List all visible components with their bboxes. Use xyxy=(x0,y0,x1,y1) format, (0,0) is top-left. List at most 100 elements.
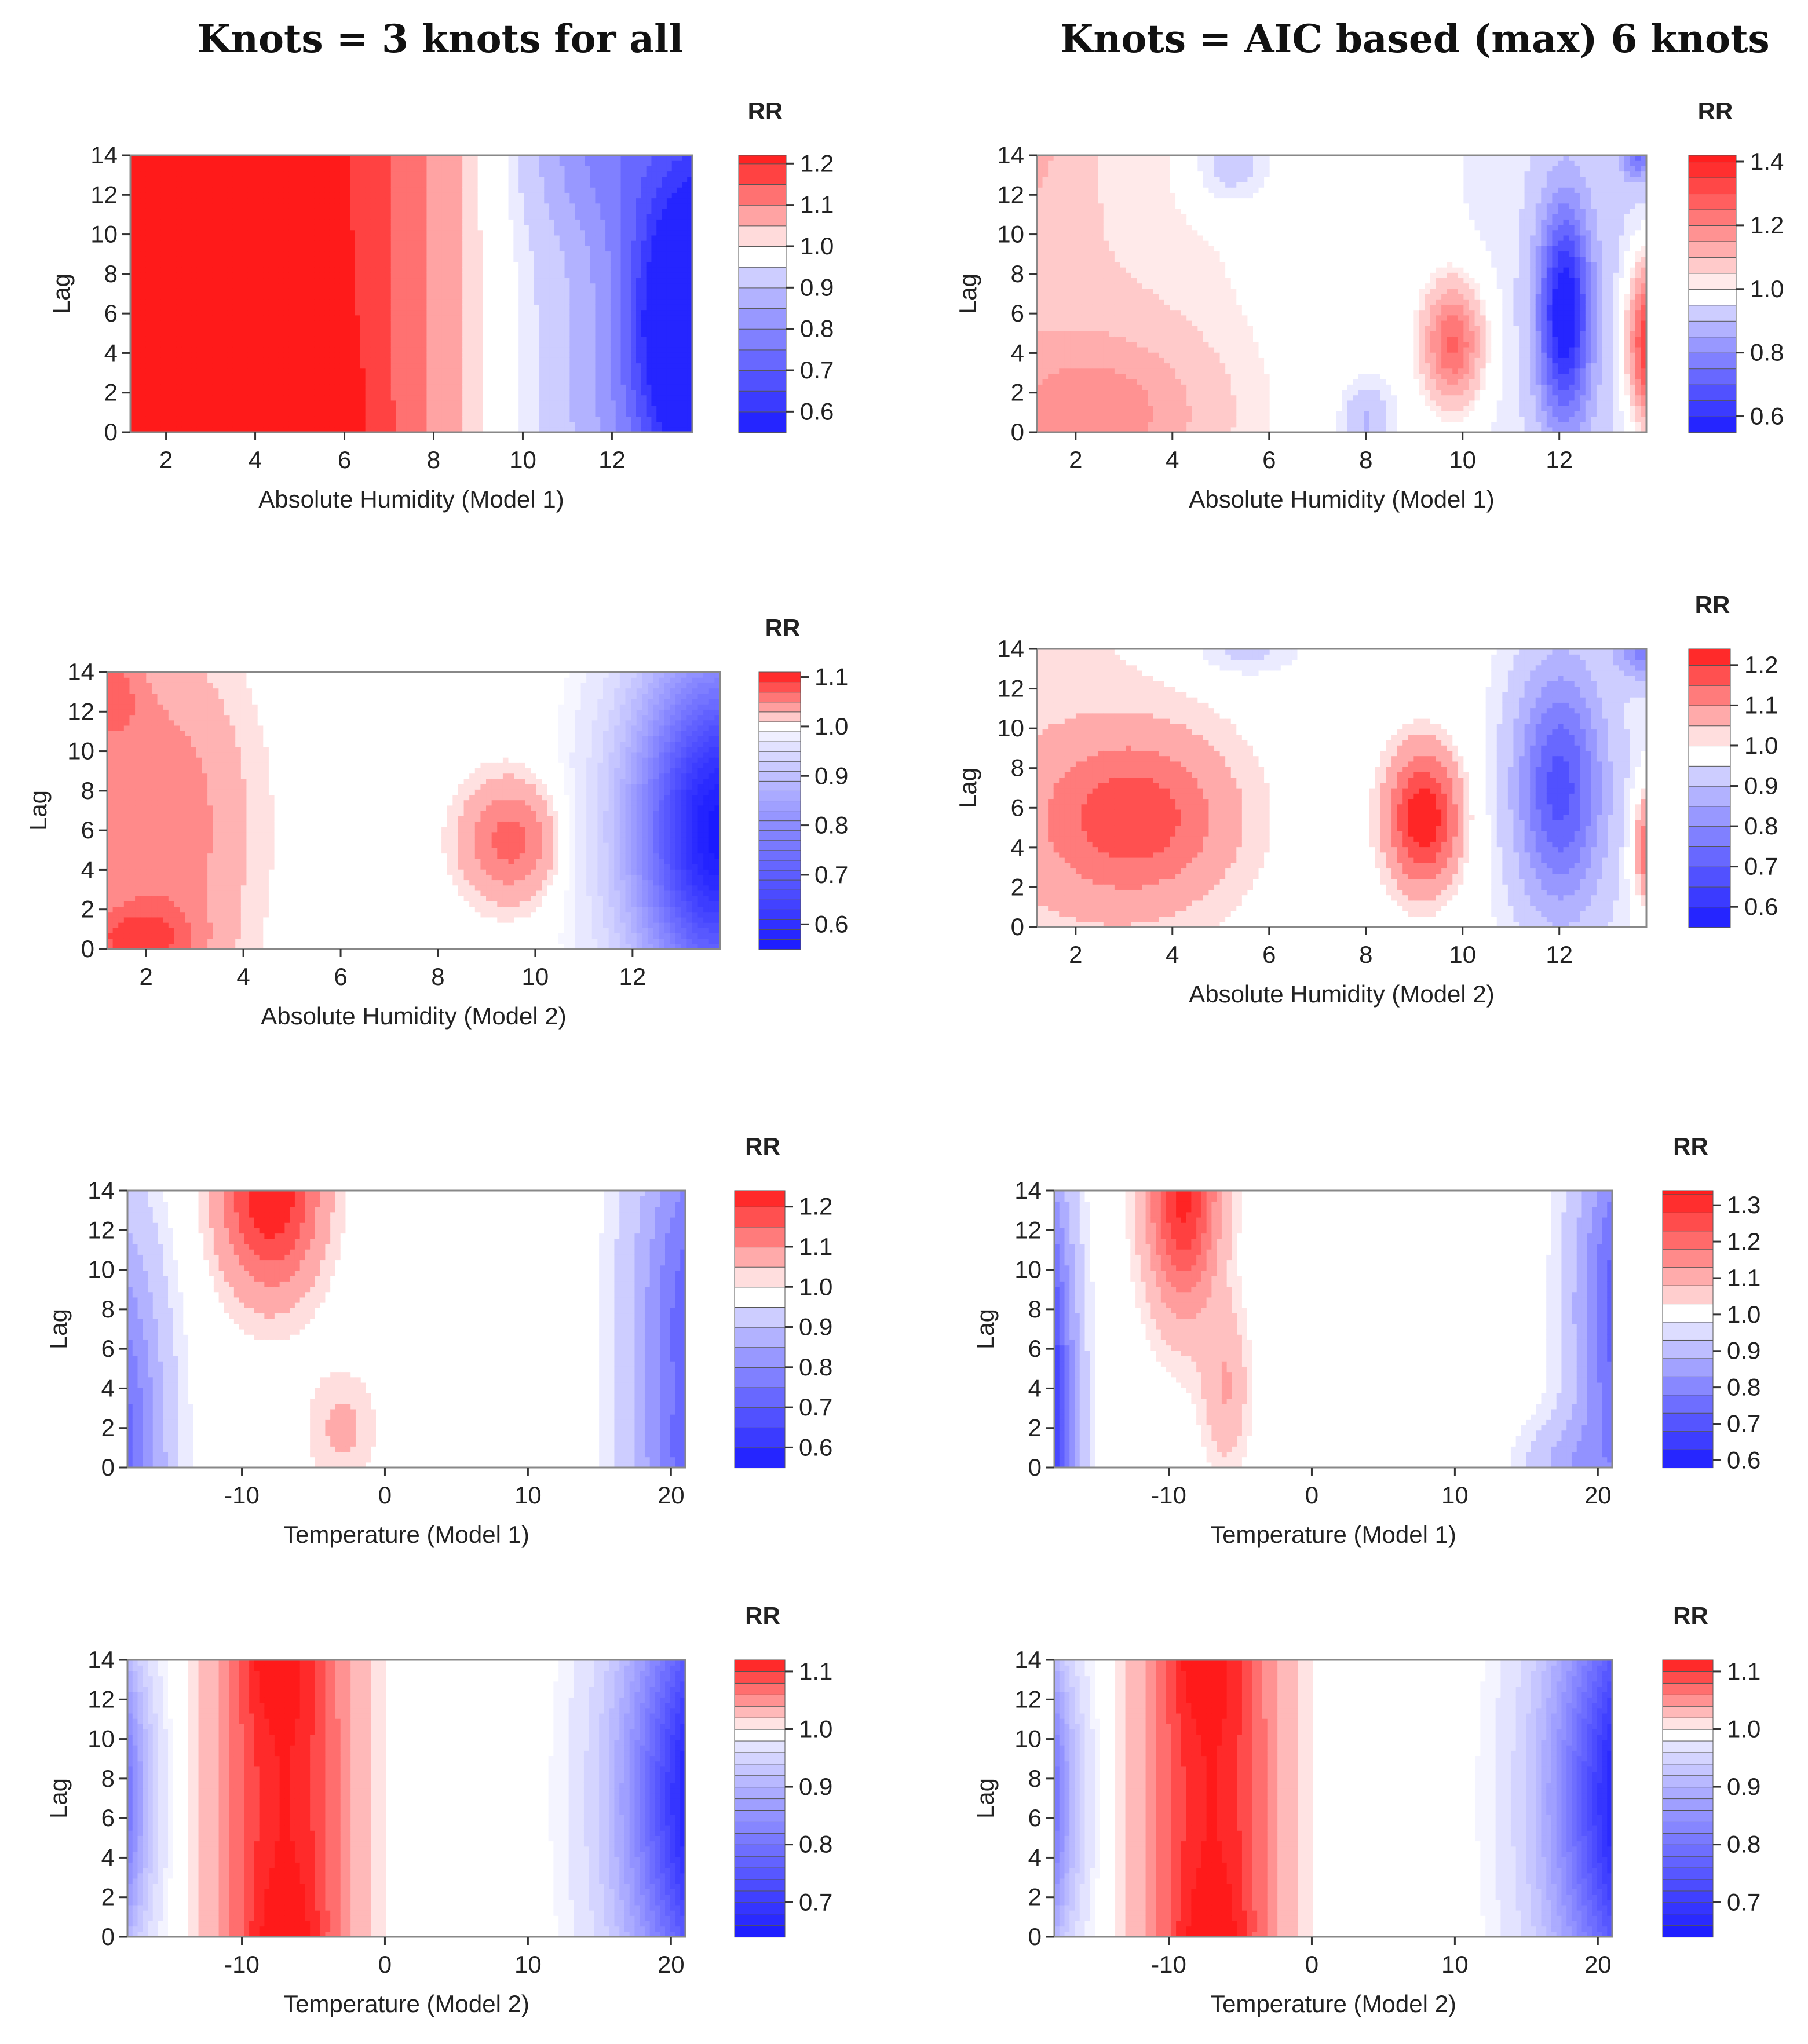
heat-cell xyxy=(569,160,575,166)
heat-cell xyxy=(145,278,151,284)
heat-cell xyxy=(585,176,591,183)
heat-cell xyxy=(600,155,606,161)
heat-cell xyxy=(615,373,622,379)
heat-cell xyxy=(605,336,611,342)
heat-cell xyxy=(360,326,366,331)
heat-cell xyxy=(227,240,233,246)
heat-cell xyxy=(191,406,198,411)
heat-cell xyxy=(324,379,330,385)
heat-cell xyxy=(187,406,192,411)
heat-cell xyxy=(575,283,580,289)
heat-cell xyxy=(467,294,473,300)
heat-cell xyxy=(187,331,192,337)
heat-cell xyxy=(426,294,432,300)
heat-cell xyxy=(365,187,371,193)
heat-cell xyxy=(462,181,468,188)
heat-cell xyxy=(600,278,606,284)
heat-cell xyxy=(615,261,622,268)
heat-cell xyxy=(432,411,437,417)
heat-cell xyxy=(263,326,269,331)
heat-cell xyxy=(554,416,560,422)
heat-cell xyxy=(528,315,535,321)
heat-cell xyxy=(416,294,422,300)
heat-cell xyxy=(477,267,484,273)
heat-cell xyxy=(273,320,279,326)
heat-cell xyxy=(590,256,596,262)
heat-cell xyxy=(549,278,555,284)
heat-cell xyxy=(160,261,167,268)
heat-cell xyxy=(615,326,622,331)
heat-cell xyxy=(370,155,376,161)
heat-cell xyxy=(462,235,468,241)
heat-cell xyxy=(283,187,289,193)
heat-cell xyxy=(375,368,381,374)
heat-cell xyxy=(513,363,519,369)
heat-cell xyxy=(273,251,279,257)
heat-cell xyxy=(314,320,320,326)
heat-cell xyxy=(615,352,622,358)
heat-cell xyxy=(580,166,586,172)
heat-cell xyxy=(130,395,136,401)
heat-cell xyxy=(585,278,591,284)
heat-cell xyxy=(278,411,284,417)
heat-cell xyxy=(437,155,443,161)
heat-cell xyxy=(294,229,299,236)
heat-cell xyxy=(580,171,586,177)
heat-cell xyxy=(171,187,177,193)
heat-cell xyxy=(273,411,279,417)
heat-cell xyxy=(176,304,182,311)
heat-cell xyxy=(385,352,392,358)
heat-cell xyxy=(462,240,468,246)
heat-cell xyxy=(477,326,484,331)
heat-cell xyxy=(263,304,269,311)
heat-cell xyxy=(467,304,473,311)
heat-cell xyxy=(605,400,611,406)
heat-cell xyxy=(304,373,310,379)
heat-cell xyxy=(452,331,458,337)
heat-cell xyxy=(575,272,580,279)
heat-cell xyxy=(590,331,596,337)
heat-cell xyxy=(156,309,162,316)
heat-cell xyxy=(314,224,320,231)
heat-cell xyxy=(524,357,529,364)
heat-cell xyxy=(554,389,560,396)
heat-cell xyxy=(314,384,320,390)
heat-cell xyxy=(518,395,524,401)
heat-cell xyxy=(396,288,401,294)
heat-cell xyxy=(304,181,310,188)
heat-cell xyxy=(595,326,601,331)
heat-cell xyxy=(207,368,213,374)
heat-cell xyxy=(472,406,479,411)
heat-cell xyxy=(314,411,320,417)
heat-cell xyxy=(283,406,289,411)
heat-cell xyxy=(268,235,274,241)
heat-cell xyxy=(569,315,575,321)
heat-cell xyxy=(462,331,468,337)
heat-cell xyxy=(432,363,437,369)
heat-cell xyxy=(217,357,223,364)
heat-cell xyxy=(268,192,274,199)
heat-cell xyxy=(493,411,499,417)
heat-cell xyxy=(549,368,555,374)
heat-cell xyxy=(524,219,529,225)
heat-cell xyxy=(247,357,254,364)
heat-cell xyxy=(595,406,601,411)
heat-cell xyxy=(447,352,453,358)
heat-cell xyxy=(258,246,264,252)
heat-cell xyxy=(156,278,162,284)
heat-cell xyxy=(222,326,228,331)
heat-cell xyxy=(319,320,325,326)
heat-cell xyxy=(457,304,463,311)
heat-cell xyxy=(590,400,596,406)
heat-cell xyxy=(140,373,147,379)
heat-cell xyxy=(401,256,407,262)
heat-cell xyxy=(166,229,172,236)
heat-cell xyxy=(130,309,136,316)
heat-cell xyxy=(508,283,514,289)
heat-cell xyxy=(176,379,182,385)
heat-cell xyxy=(528,288,535,294)
heat-cell xyxy=(493,261,499,268)
heat-cell xyxy=(437,384,443,390)
heat-cell xyxy=(569,331,575,337)
heat-cell xyxy=(441,315,448,321)
